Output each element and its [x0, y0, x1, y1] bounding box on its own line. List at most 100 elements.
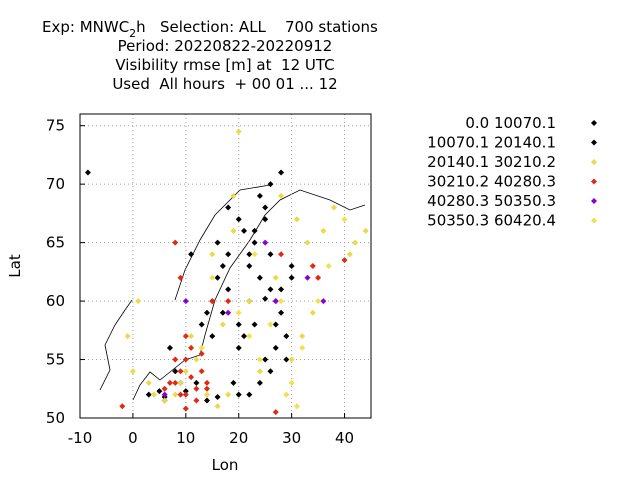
- y-tick-label: 70: [46, 175, 65, 193]
- x-axis-label: Lon: [212, 456, 239, 474]
- point: [256, 192, 263, 199]
- point: [225, 391, 232, 398]
- point: [182, 356, 189, 363]
- point: [225, 251, 232, 258]
- coastline: [99, 184, 366, 401]
- legend-label: 40280.3 50350.3: [427, 192, 556, 210]
- point: [267, 181, 274, 188]
- point: [177, 368, 184, 375]
- point: [166, 379, 173, 386]
- point: [182, 405, 189, 412]
- point: [246, 298, 253, 305]
- point: [193, 356, 200, 363]
- x-tick-label: 30: [282, 429, 301, 447]
- point: [124, 333, 131, 340]
- point: [219, 309, 226, 316]
- point: [288, 263, 295, 269]
- point: [235, 391, 242, 398]
- point: [272, 409, 279, 416]
- point: [214, 239, 221, 246]
- title-subscript: 2: [129, 27, 136, 40]
- point: [119, 403, 126, 410]
- point: [267, 251, 274, 258]
- point: [203, 385, 210, 392]
- legend-marker: [591, 159, 597, 165]
- point: [214, 403, 221, 410]
- point: [182, 368, 189, 375]
- y-axis-label: Lat: [6, 254, 24, 278]
- point: [225, 204, 232, 211]
- point: [182, 298, 189, 305]
- point: [293, 403, 300, 410]
- point: [225, 286, 232, 293]
- point: [188, 333, 195, 340]
- point: [84, 169, 91, 176]
- point: [299, 333, 306, 340]
- point: [198, 350, 205, 357]
- point: [161, 397, 168, 404]
- point: [283, 356, 290, 363]
- point: [304, 239, 311, 246]
- point: [288, 274, 295, 281]
- y-tick-label: 50: [46, 409, 65, 427]
- point: [151, 391, 158, 398]
- point: [278, 286, 285, 293]
- point: [172, 379, 179, 386]
- series: [145, 216, 295, 404]
- series: [161, 239, 327, 398]
- point: [251, 251, 258, 258]
- series: [119, 239, 348, 416]
- point: [267, 321, 274, 328]
- point: [219, 321, 226, 328]
- legend-marker: [591, 139, 597, 146]
- y-tick-label: 55: [46, 351, 65, 369]
- point: [262, 356, 269, 363]
- x-tick-label: 20: [229, 429, 248, 447]
- point: [225, 298, 232, 305]
- point: [198, 321, 205, 328]
- point: [235, 309, 242, 316]
- series: [124, 128, 369, 410]
- point: [203, 309, 210, 316]
- chart-subtitle: Period: 20220822-20220912: [118, 37, 333, 55]
- point: [214, 274, 221, 281]
- legend-label: 0.0 10070.1: [465, 114, 556, 132]
- point: [256, 379, 263, 386]
- point: [262, 216, 269, 223]
- point: [241, 227, 248, 234]
- point: [262, 239, 269, 246]
- legend-marker: [591, 198, 597, 204]
- point: [193, 385, 200, 392]
- legend-marker: [591, 178, 597, 185]
- point: [267, 368, 274, 375]
- coast: [132, 189, 366, 401]
- point: [293, 216, 300, 223]
- y-tick-label: 65: [46, 234, 65, 252]
- point: [156, 388, 163, 395]
- chart-subtitle: Visibility rmse [m] at 12 UTC: [115, 56, 334, 74]
- point: [203, 397, 210, 404]
- point: [299, 344, 306, 351]
- point: [188, 344, 195, 351]
- point: [203, 379, 210, 386]
- point: [235, 321, 242, 328]
- point: [235, 128, 242, 135]
- point: [177, 391, 184, 398]
- point: [272, 321, 279, 328]
- point: [246, 251, 253, 258]
- point: [246, 263, 253, 269]
- point: [135, 298, 142, 305]
- legend-label: 50350.3 60420.4: [427, 212, 556, 230]
- point: [230, 192, 237, 199]
- point: [172, 356, 179, 363]
- point: [230, 227, 237, 234]
- point: [272, 344, 279, 351]
- legend-marker: [591, 120, 597, 126]
- point: [267, 286, 274, 293]
- point: [278, 298, 285, 305]
- point: [272, 298, 279, 305]
- point: [214, 393, 221, 400]
- point: [193, 397, 200, 404]
